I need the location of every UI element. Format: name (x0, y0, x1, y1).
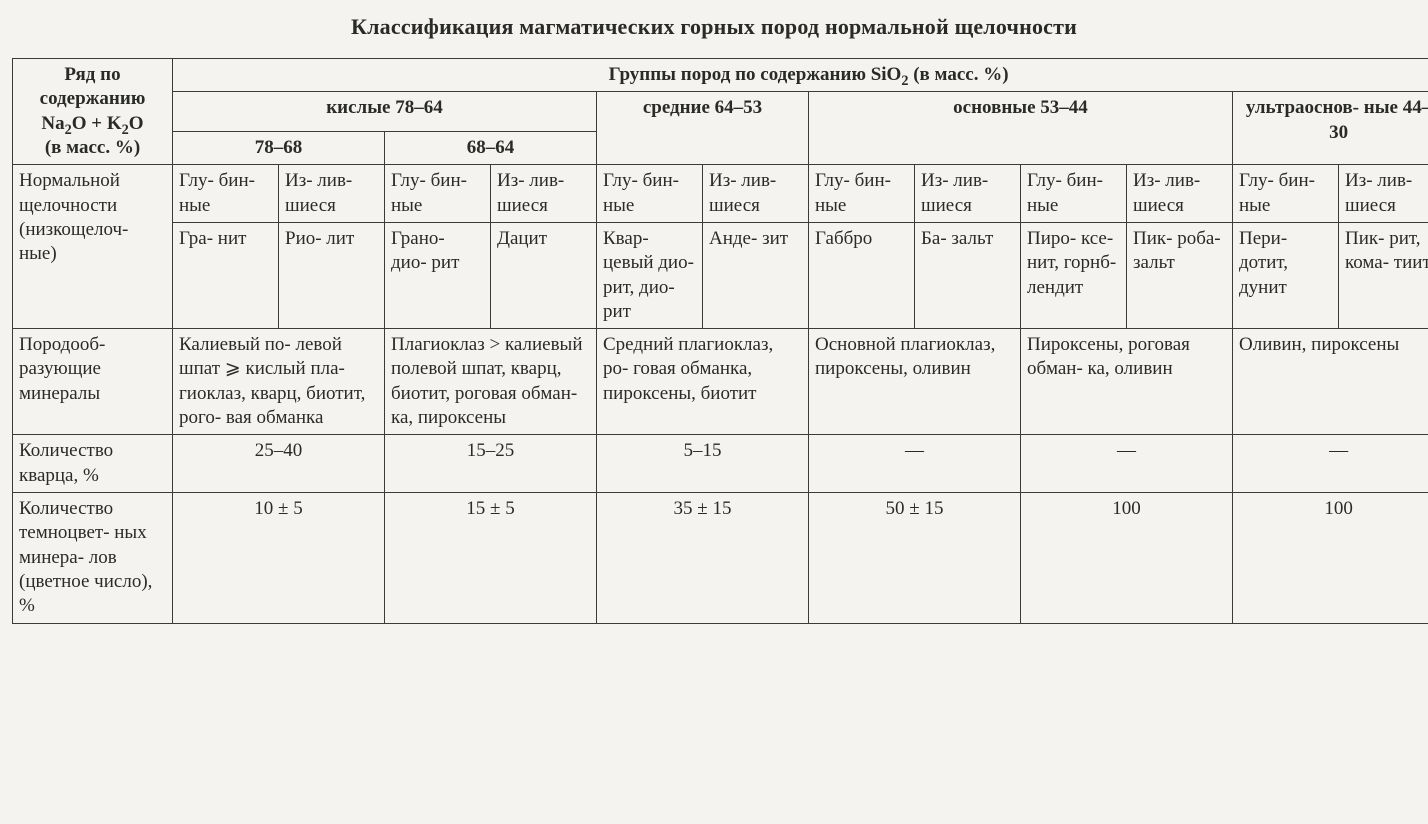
type-deep-6: Глу- бин- ные (1233, 165, 1339, 223)
rock-6b: Пик- рит, кома- тиит (1339, 222, 1428, 328)
rock-4a: Габбро (809, 222, 915, 328)
super-header: Группы пород по содержанию SiO2 (в масс.… (173, 59, 1428, 92)
type-eff-1: Из- лив- шиеся (279, 165, 385, 223)
rock-2b: Дацит (491, 222, 597, 328)
type-eff-6: Из- лив- шиеся (1339, 165, 1428, 223)
row-quartz-label: Количество кварца, % (13, 435, 173, 493)
type-eff-4: Из- лив- шиеся (915, 165, 1021, 223)
header-rowlabel-text: Ряд посодержаниюNa2O + K2O(в масс. %) (40, 64, 146, 158)
rock-6a: Пери- дотит, дунит (1233, 222, 1339, 328)
row-minerals-label: Породооб- разующие минералы (13, 329, 173, 435)
rock-5b: Пик- роба- зальт (1127, 222, 1233, 328)
min-1: Калиевый по- левой шпат ⩾ кислый пла- ги… (173, 329, 385, 435)
d4: 50 ± 15 (809, 493, 1021, 624)
d2: 15 ± 5 (385, 493, 597, 624)
hdr-acid-b: 68–64 (385, 131, 597, 164)
type-eff-3: Из- лив- шиеся (703, 165, 809, 223)
hdr-ultra: ультраоснов- ные 44–30 (1233, 92, 1428, 165)
rock-2a: Грано- дио- рит (385, 222, 491, 328)
type-eff-2: Из- лив- шиеся (491, 165, 597, 223)
rock-3a: Квар- цевый дио- рит, дио- рит (597, 222, 703, 328)
q1: 25–40 (173, 435, 385, 493)
rock-3b: Анде- зит (703, 222, 809, 328)
row-normal-label: Нормальной щелочности (низкощелоч- ные) (13, 165, 173, 329)
super-header-text: Группы пород по содержанию SiO2 (в масс.… (609, 64, 1009, 85)
type-deep-5: Глу- бин- ные (1021, 165, 1127, 223)
min-3: Средний плагиоклаз, ро- говая обманка, п… (597, 329, 809, 435)
type-deep-2: Глу- бин- ные (385, 165, 491, 223)
min-4: Основной плагиоклаз, пироксены, оливин (809, 329, 1021, 435)
row-dark-label: Количество темноцвет- ных минера- лов (ц… (13, 493, 173, 624)
d1: 10 ± 5 (173, 493, 385, 624)
hdr-acid: кислые 78–64 (173, 92, 597, 132)
type-deep-3: Глу- бин- ные (597, 165, 703, 223)
hdr-basic: основные 53–44 (809, 92, 1233, 165)
min-2: Плагиоклаз > калиевый полевой шпат, квар… (385, 329, 597, 435)
q4: — (809, 435, 1021, 493)
type-eff-5: Из- лив- шиеся (1127, 165, 1233, 223)
rock-1a: Гра- нит (173, 222, 279, 328)
rock-1b: Рио- лит (279, 222, 385, 328)
classification-table: Ряд посодержаниюNa2O + K2O(в масс. %) Гр… (12, 58, 1428, 624)
q5: — (1021, 435, 1233, 493)
hdr-acid-a: 78–68 (173, 131, 385, 164)
d6: 100 (1233, 493, 1428, 624)
q6: — (1233, 435, 1428, 493)
q2: 15–25 (385, 435, 597, 493)
page-title: Классификация магматических горных пород… (12, 14, 1416, 40)
min-6: Оливин, пироксены (1233, 329, 1428, 435)
d5: 100 (1021, 493, 1233, 624)
type-deep-1: Глу- бин- ные (173, 165, 279, 223)
d3: 35 ± 15 (597, 493, 809, 624)
min-5: Пироксены, роговая обман- ка, оливин (1021, 329, 1233, 435)
hdr-mid: средние 64–53 (597, 92, 809, 165)
rock-5a: Пиро- ксе- нит, горнб- лендит (1021, 222, 1127, 328)
rock-4b: Ба- зальт (915, 222, 1021, 328)
type-deep-4: Глу- бин- ные (809, 165, 915, 223)
q3: 5–15 (597, 435, 809, 493)
header-rowlabel: Ряд посодержаниюNa2O + K2O(в масс. %) (13, 59, 173, 165)
